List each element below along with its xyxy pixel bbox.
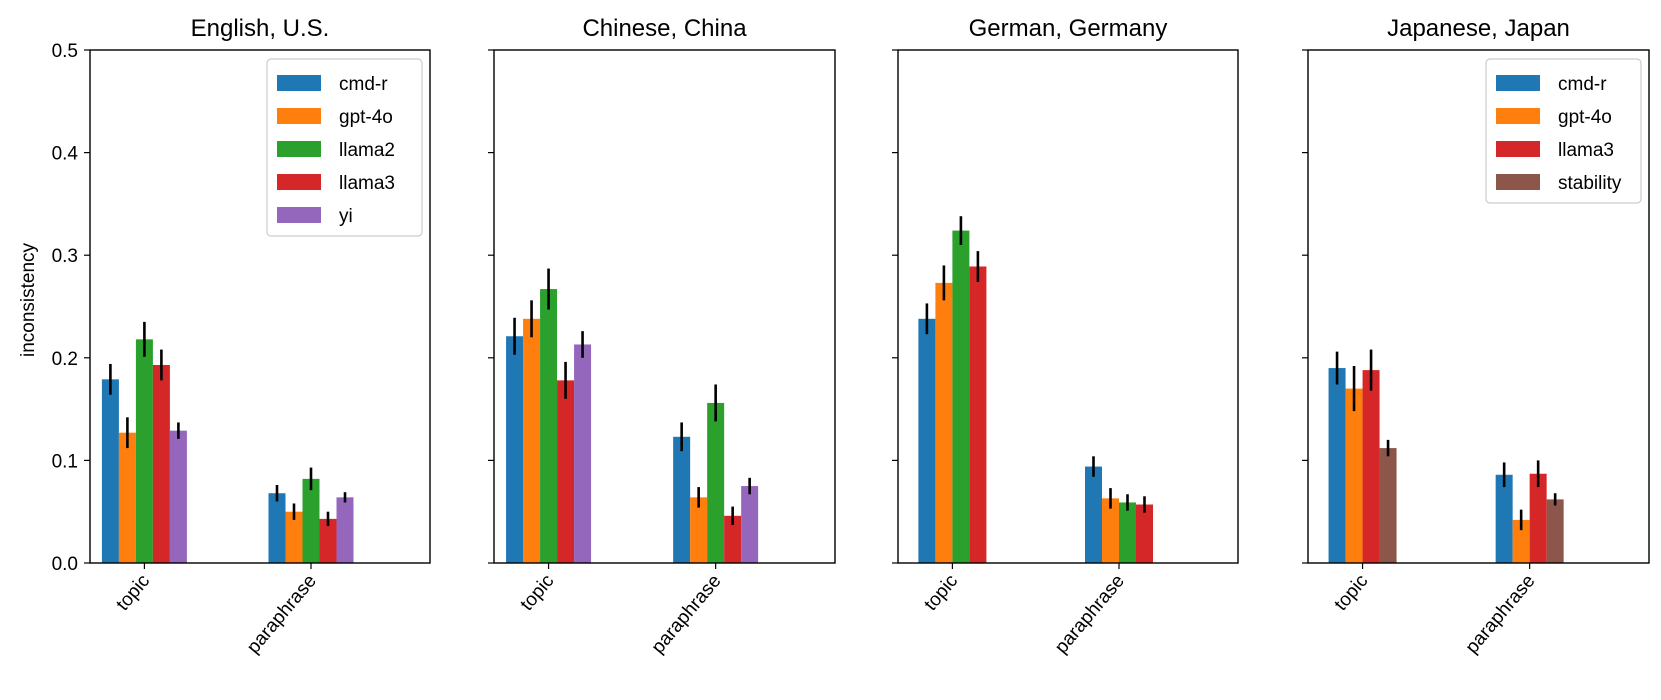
plot-frame — [1307, 49, 1650, 564]
legend-label: llama3 — [1558, 140, 1614, 161]
chart-title: Chinese, China — [582, 15, 747, 42]
legend-label: llama2 — [339, 140, 395, 161]
y-tick-label: 0.1 — [52, 451, 78, 472]
chart-panel-0: English, U.S. 0.0 0.1 0.2 0.3 0.4 0.5 topic para… — [52, 15, 431, 658]
bar-yi-topic — [169, 430, 187, 563]
bar-llama2-topic — [952, 230, 970, 564]
bar-cmd-r-topic — [1328, 368, 1346, 563]
chart-title: English, U.S. — [191, 15, 330, 42]
bar-llama3-topic — [1362, 370, 1380, 563]
x-tick-label: topic — [112, 571, 154, 615]
y-tick-label: 0.0 — [52, 554, 78, 575]
legend-swatch-gpt-4o — [1496, 108, 1540, 124]
chart-panel-1: Chinese, China topic paraphrase — [488, 15, 836, 658]
bar-llama3-paraphrase — [319, 518, 337, 563]
x-tick-label: topic — [1331, 571, 1373, 615]
legend-label: stability — [1558, 173, 1622, 194]
plot-frame — [493, 49, 836, 564]
bar-cmd-r-paraphrase — [1495, 474, 1513, 563]
chart-title: Japanese, Japan — [1387, 15, 1570, 42]
plot-frame — [897, 49, 1239, 564]
bar-cmd-r-topic — [101, 379, 119, 563]
bar-llama2-paraphrase — [1119, 502, 1136, 563]
bar-cmd-r-paraphrase — [673, 436, 691, 563]
x-tick-label: paraphrase — [1462, 571, 1540, 658]
y-tick-label: 0.5 — [52, 41, 78, 62]
bar-llama2-topic — [135, 339, 153, 563]
legend-swatch-yi — [277, 207, 321, 223]
bar-llama3-paraphrase — [724, 515, 742, 563]
chart-panel-3: Japanese, Japan topic paraphrase cmd-r gpt-4… — [1302, 15, 1650, 658]
y-tick-label: 0.2 — [52, 349, 78, 370]
legend-label: llama3 — [339, 173, 395, 194]
plot-frame — [89, 49, 431, 564]
legend-box — [1485, 58, 1642, 204]
y-tick-label: 0.4 — [52, 144, 79, 165]
bar-gpt-4o-topic — [523, 318, 541, 563]
bar-cmd-r-topic — [506, 336, 524, 563]
legend-swatch-llama3 — [1496, 141, 1540, 157]
y-tick-label: 0.3 — [52, 246, 78, 267]
bar-llama2-paraphrase — [707, 402, 725, 563]
chart-panel-2: German, Germany topic paraphrase — [892, 15, 1239, 658]
bar-llama3-topic — [557, 380, 575, 563]
legend-swatch-cmd-r — [1496, 75, 1540, 91]
legend-label: gpt-4o — [1558, 107, 1612, 128]
bar-llama3-paraphrase — [1529, 473, 1547, 563]
bar-yi-paraphrase — [336, 497, 354, 563]
legend-label: yi — [339, 206, 353, 227]
bar-gpt-4o-paraphrase — [1512, 519, 1530, 563]
legend-label: gpt-4o — [339, 107, 393, 128]
bar-stability-topic — [1379, 448, 1397, 563]
bar-gpt-4o-paraphrase — [690, 497, 708, 563]
x-tick-label: paraphrase — [648, 571, 726, 658]
bar-cmd-r-paraphrase — [1085, 466, 1102, 563]
y-axis-label: inconsistency — [18, 242, 39, 357]
legend-label: cmd-r — [1558, 74, 1607, 95]
bar-yi-topic — [574, 344, 592, 563]
legend-swatch-gpt-4o — [277, 108, 321, 124]
bar-gpt-4o-topic — [1345, 388, 1363, 563]
bar-llama2-paraphrase — [302, 478, 320, 563]
x-tick-label: paraphrase — [243, 571, 321, 658]
legend-box — [266, 58, 423, 237]
bar-yi-paraphrase — [741, 486, 759, 563]
bar-gpt-4o-topic — [935, 282, 953, 563]
legend-swatch-llama3 — [277, 174, 321, 190]
legend-label: cmd-r — [339, 74, 388, 95]
x-tick-label: paraphrase — [1051, 571, 1129, 658]
x-tick-label: topic — [517, 571, 559, 615]
chart-title: German, Germany — [969, 15, 1168, 42]
bar-llama2-topic — [540, 289, 558, 563]
legend-swatch-cmd-r — [277, 75, 321, 91]
bar-cmd-r-topic — [918, 318, 936, 563]
x-tick-label: topic — [920, 571, 962, 615]
bar-llama3-topic — [969, 266, 987, 563]
bar-stability-paraphrase — [1546, 499, 1564, 563]
legend-swatch-llama2 — [277, 141, 321, 157]
bar-llama3-topic — [152, 364, 170, 563]
legend-swatch-stability — [1496, 174, 1540, 190]
bar-gpt-4o-paraphrase — [285, 511, 303, 563]
bar-llama3-paraphrase — [1136, 504, 1153, 563]
bar-gpt-4o-paraphrase — [1102, 498, 1119, 563]
bar-cmd-r-paraphrase — [268, 493, 286, 563]
bar-gpt-4o-topic — [118, 432, 136, 563]
